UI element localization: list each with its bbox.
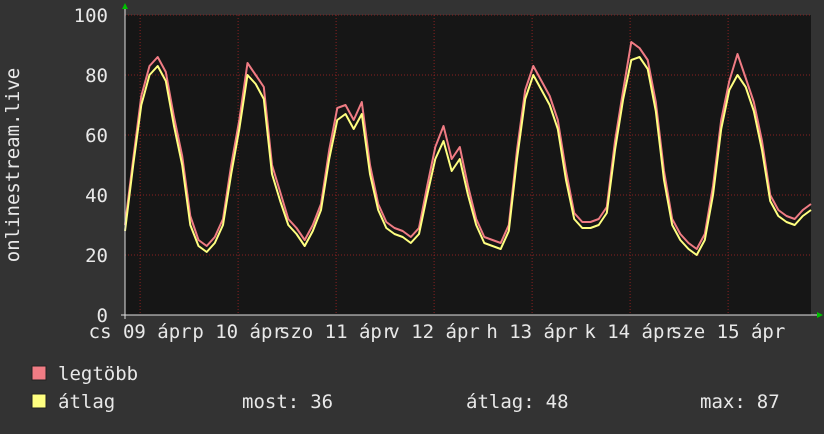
y-tick-label: 60 [85,125,108,147]
series-line [124,56,812,256]
legend-label: átlag [58,391,115,413]
y-tick-label: 100 [74,5,108,27]
stat-value: 48 [546,391,569,413]
axis-arrow [817,312,823,318]
y-tick-label: 40 [85,185,108,207]
y-tick-label: 20 [85,245,108,267]
legend-label: legtöbb [58,363,138,385]
x-tick-label: v 12 ápr [388,321,480,343]
plot-area [125,15,811,315]
x-tick-label: h 13 ápr [486,321,578,343]
stat: most: 36 [242,391,333,413]
x-tick-label: cs 09 ápr [89,321,192,343]
x-tick-label: p 10 ápr [192,321,284,343]
stat-label: átlag: [466,391,535,413]
legend-swatch [31,393,47,409]
stat: átlag: 48 [466,391,569,413]
axis-arrow [122,3,128,9]
stat: max: 87 [700,391,780,413]
y-tick-label: 80 [85,65,108,87]
x-tick-label: sze 15 ápr [671,321,785,343]
stat-value: 36 [310,391,333,413]
x-tick-label: k 14 ápr [584,321,676,343]
stat-label: most: [242,391,299,413]
stat-value: 87 [757,391,780,413]
stat-label: max: [700,391,746,413]
legend-swatch [31,365,47,381]
series-line [124,41,812,250]
x-tick-label: szo 11 ápr [279,321,393,343]
y-axis-label: onlinestream.live [2,68,24,262]
y-tick-label: 0 [97,305,108,327]
